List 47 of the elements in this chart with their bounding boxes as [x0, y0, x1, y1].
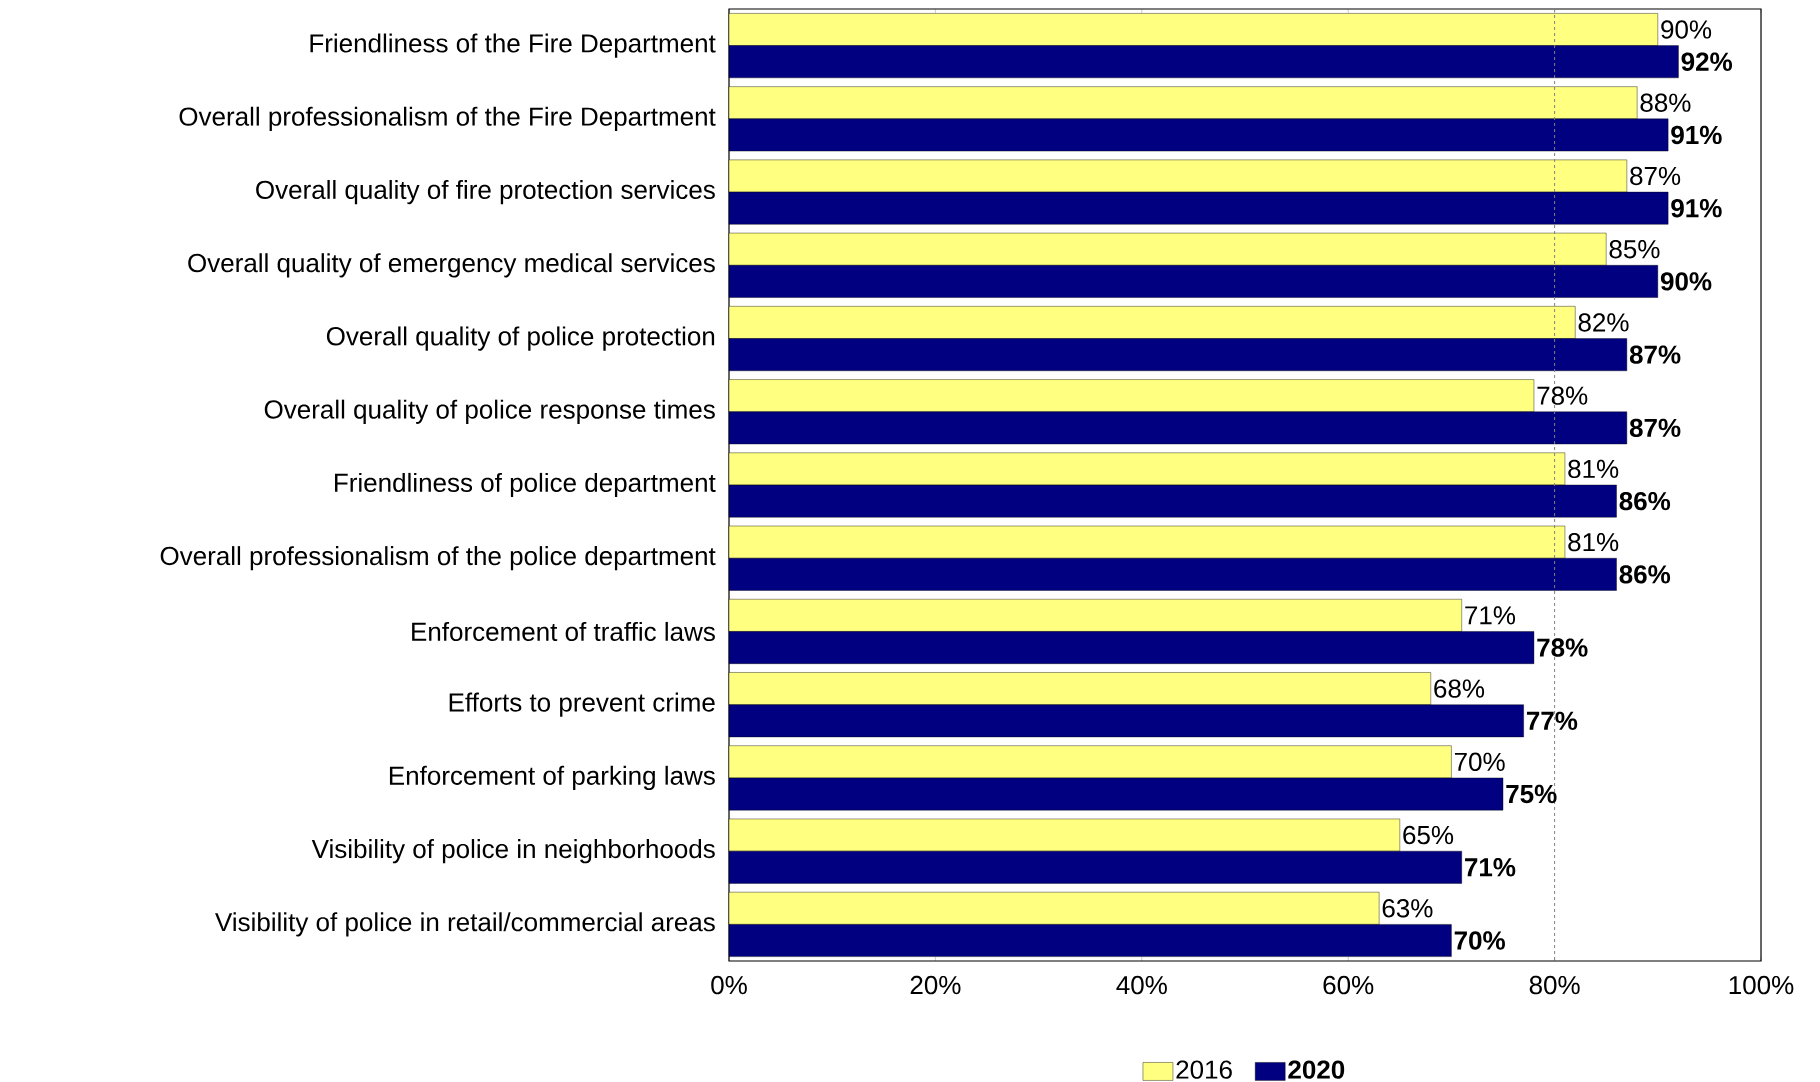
data-label: 88% — [1640, 93, 1691, 112]
data-label: 92% — [1681, 52, 1733, 71]
data-label: 78% — [1537, 386, 1588, 405]
x-tick-label: 100% — [1729, 975, 1794, 995]
y-tick-label: Overall professionalism of the Fire Department — [179, 106, 716, 131]
legend-label: 2016 — [1176, 1060, 1232, 1079]
data-label: 91% — [1671, 125, 1722, 145]
data-label: 82% — [1578, 313, 1629, 332]
data-label: 65% — [1403, 825, 1454, 845]
data-label: 77% — [1526, 711, 1578, 730]
data-label: 75% — [1506, 784, 1557, 804]
data-label: 81% — [1568, 532, 1619, 552]
data-label: 90% — [1661, 20, 1712, 39]
data-label: 85% — [1609, 239, 1660, 259]
data-label: 68% — [1434, 679, 1485, 698]
data-label: 70% — [1454, 752, 1505, 772]
data-label: 90% — [1660, 272, 1712, 291]
y-tick-label: Overall quality of emergency medical services — [188, 253, 715, 278]
data-label: 87% — [1630, 166, 1681, 186]
data-label: 86% — [1619, 565, 1671, 584]
y-tick-label: Efforts to prevent crime — [449, 692, 715, 717]
data-label: 86% — [1619, 491, 1671, 511]
y-tick-label: Visibility of police in neighborhoods — [311, 839, 715, 864]
y-tick-label: Friendliness of the Fire Department — [310, 33, 716, 58]
data-label: 87% — [1629, 418, 1681, 438]
data-label: 78% — [1537, 638, 1588, 657]
x-tick-label: 0% — [711, 975, 747, 995]
y-tick-label: Overall professionalism of the police department — [160, 546, 716, 571]
legend-label: 2020 — [1288, 1060, 1345, 1079]
data-label: 63% — [1382, 899, 1433, 918]
y-tick-label: Overall quality of fire protection services — [256, 179, 715, 205]
y-tick-label: Enforcement of parking laws — [389, 765, 715, 791]
x-tick-label: 20% — [910, 975, 961, 995]
y-tick-label: Enforcement of traffic laws — [412, 621, 715, 642]
data-label: 71% — [1465, 858, 1516, 877]
data-label: 81% — [1568, 459, 1619, 479]
y-tick-label: Overall quality of police protection — [326, 326, 715, 351]
data-label: 87% — [1629, 345, 1681, 364]
data-label: 91% — [1671, 198, 1722, 218]
y-tick-label: Friendliness of police department — [335, 472, 716, 498]
data-label: 70% — [1454, 931, 1505, 950]
x-tick-label: 60% — [1323, 975, 1374, 995]
x-tick-label: 40% — [1116, 975, 1167, 995]
y-tick-label: Overall quality of police response times — [264, 399, 715, 424]
y-tick-label: Visibility of police in retail/commercial areas — [215, 912, 715, 937]
x-tick-label: 80% — [1529, 975, 1580, 995]
data-label: 71% — [1465, 606, 1516, 625]
